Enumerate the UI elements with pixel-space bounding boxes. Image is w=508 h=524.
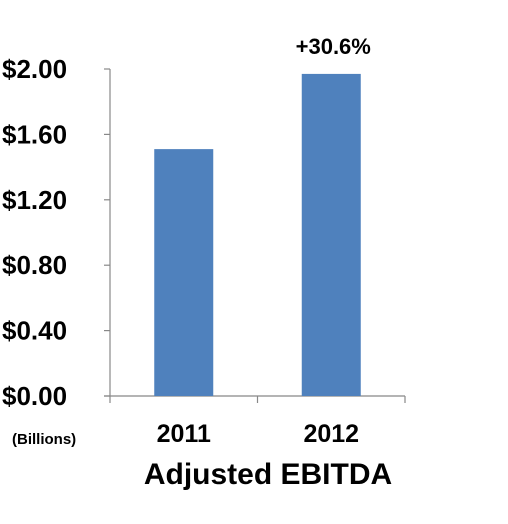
y-tick-label: $0.40 bbox=[2, 316, 67, 346]
y-tick-label: $1.60 bbox=[2, 119, 67, 149]
x-tick-label: 2011 bbox=[157, 420, 211, 448]
annotation-label: +30.6% bbox=[296, 34, 371, 59]
chart-annotations: +30.6% bbox=[296, 34, 371, 59]
x-tick-labels: 2011 2012 bbox=[157, 420, 359, 448]
y-tick-label: $0.00 bbox=[2, 381, 67, 411]
x-tick-label: 2012 bbox=[303, 420, 359, 448]
y-tick-label: $2.00 bbox=[2, 54, 67, 84]
chart-bars bbox=[154, 73, 361, 396]
x-axis-title: Adjusted EBITDA bbox=[144, 458, 392, 491]
unit-label: (Billions) bbox=[12, 431, 76, 448]
y-tick-label: $1.20 bbox=[2, 185, 67, 215]
bar-2011 bbox=[154, 149, 214, 396]
y-tick-labels: $0.00 $0.40 $0.80 $1.20 $1.60 $2.00 bbox=[2, 54, 67, 411]
y-tick-label: $0.80 bbox=[2, 250, 67, 280]
bar-2012 bbox=[301, 73, 361, 396]
